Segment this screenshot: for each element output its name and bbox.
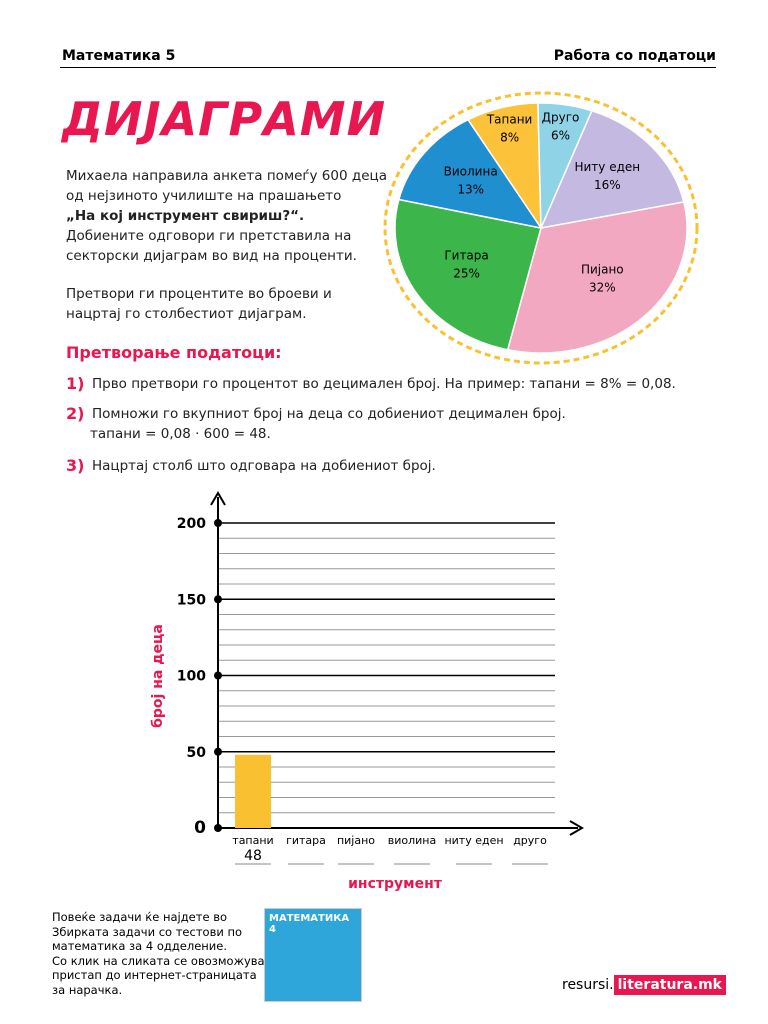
brand[interactable]: resursi. literatura.mk: [562, 975, 726, 995]
slice-value: 6%: [551, 128, 570, 142]
pie-slice: [397, 118, 543, 230]
footer-line: за нарачка.: [52, 982, 123, 997]
section-title: Претворање податоци:: [66, 343, 282, 362]
slice-value: 8%: [500, 131, 519, 145]
x-tick-label: пијано: [337, 834, 375, 847]
book-title: МАТЕМАТИКА 4: [269, 913, 350, 935]
task-line: Претвори ги процентите во броеви и: [66, 286, 332, 302]
step-number: 3): [66, 456, 85, 475]
slice-label: Тапани: [486, 113, 533, 127]
footer-line: математика за 4 одделение.: [52, 939, 227, 953]
y-tick-label: 50: [187, 745, 207, 761]
header-rule: [60, 67, 716, 68]
y-tick-label: 100: [177, 669, 206, 685]
pie-border: [383, 91, 699, 365]
step-line: Помножи го вкупниот број на деца со доби…: [92, 406, 566, 422]
x-tick-label: гитара: [286, 834, 326, 847]
step-number: 2): [66, 404, 85, 423]
intro-line: од нејзиното училиште на прашањето: [66, 188, 342, 204]
intro-line: Михаела направила анкета помеѓу 600 деца: [66, 168, 387, 184]
header-left: Математика 5: [62, 48, 176, 64]
task: Претвори ги процентите во броеви и нацрта…: [66, 284, 332, 324]
step-lines: Нацртај столб што одговара на добиениот …: [92, 456, 436, 476]
step-number: 1): [66, 374, 85, 393]
x-arrow: [569, 820, 584, 836]
pie-slice: [506, 201, 688, 354]
brand-name: literatura.mk: [613, 975, 726, 995]
step-lines: Помножи го вкупниот број на деца со доби…: [90, 404, 566, 444]
step-line: Прво претвори го процентот во децимален …: [92, 376, 676, 392]
x-tick-label: ниту еден: [444, 834, 503, 847]
intro: Михаела направила анкета помеѓу 600 деца…: [66, 166, 387, 266]
brand-prefix: resursi.: [562, 977, 614, 993]
intro-line: Добиените одговори ги претставила на: [66, 228, 352, 244]
slice-value: 16%: [594, 178, 621, 192]
y-tick-label: 0: [194, 818, 206, 838]
step-line: тапани = 0,08 · 600 = 48.: [90, 426, 271, 442]
header-right: Работа со податоци: [553, 48, 716, 64]
task-line: нацртај го столбестиот дијаграм.: [66, 306, 307, 322]
intro-line: секторски дијаграм во вид на проценти.: [66, 248, 357, 264]
slice-label: Ниту еден: [574, 160, 640, 174]
slice-value: 25%: [453, 267, 480, 281]
x-tick-label: виолина: [388, 834, 436, 847]
footer-line: Збирката задачи со тестови по: [52, 924, 243, 939]
y-tick-label: 150: [177, 592, 206, 608]
x-tick-label: тапани: [232, 834, 273, 847]
slice-label: Гитара: [444, 249, 488, 263]
bar: [235, 754, 271, 828]
footer-line: Со клик на сликата се овозможува: [52, 953, 265, 968]
step: 1) Прво претвори го процентот во децимале…: [66, 374, 676, 394]
footer-text: Повеќе задачи ќе најдете во Збирката зада…: [52, 910, 265, 997]
intro-line: „На кој инструмент свириш?“.: [66, 208, 305, 224]
pie-slice: [394, 198, 542, 351]
y-axis-label: број на деца: [150, 624, 166, 728]
title: ДИЈАГРАМИ: [62, 92, 387, 146]
y-tick-label: 200: [177, 516, 206, 532]
x-axis-label: инструмент: [348, 876, 443, 892]
step: 3) Нацртај столб што одговара на добиенио…: [66, 456, 436, 476]
slice-value: 13%: [457, 182, 484, 196]
pie-slice: [539, 109, 685, 229]
step-lines: Прво претвори го процентот во децимален …: [92, 374, 676, 394]
footer-line: Повеќе задачи ќе најдете во: [52, 910, 228, 924]
slice-value: 32%: [589, 281, 616, 295]
step: 2) Помножи го вкупниот број на деца со до…: [66, 404, 566, 444]
footer-line: пристап до интернет-страницата: [52, 968, 257, 982]
slice-label: Друго: [542, 110, 580, 124]
step-line: Нацртај столб што одговара на добиениот …: [92, 458, 436, 474]
slice-label: Виолина: [444, 164, 498, 178]
x-tick-label: друго: [513, 834, 547, 847]
book-cover[interactable]: МАТЕМАТИКА 4: [264, 908, 362, 1002]
y-arrow: [210, 491, 226, 506]
slice-label: Пијано: [581, 263, 624, 277]
bar-value: 48: [244, 848, 262, 864]
